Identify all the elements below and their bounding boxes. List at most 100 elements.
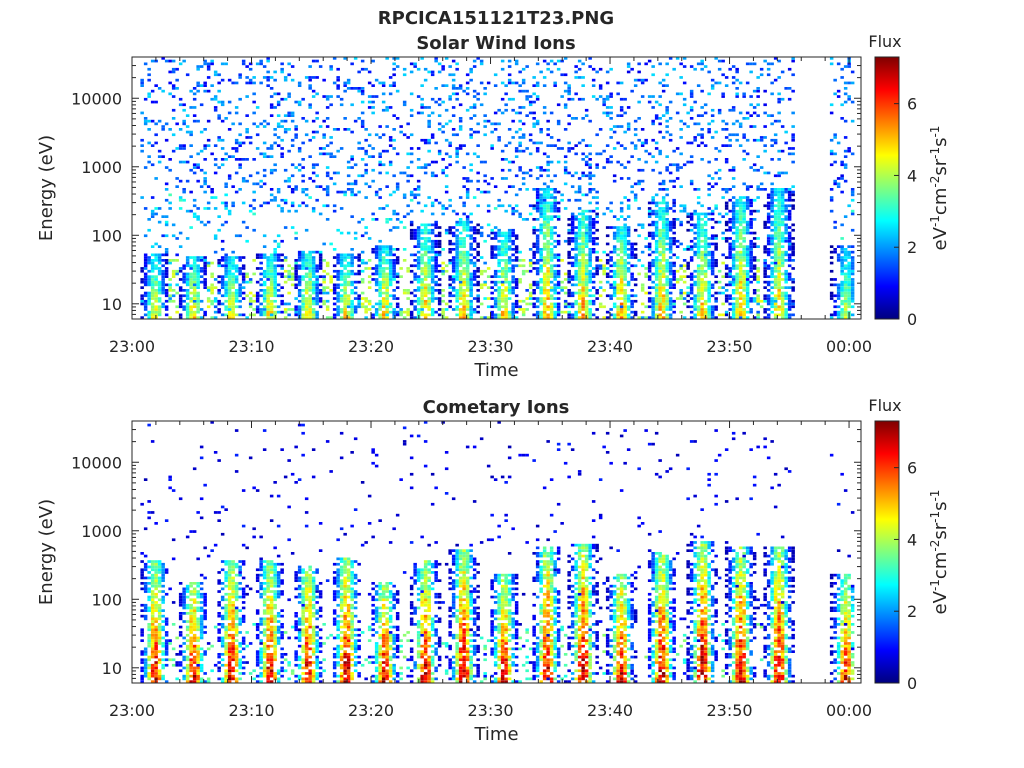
heatmap-cell <box>171 299 176 303</box>
heatmap-cell <box>213 97 218 101</box>
heatmap-cell <box>206 65 211 68</box>
heatmap-cell <box>546 144 550 147</box>
heatmap-cell <box>353 182 358 186</box>
heatmap-cell <box>378 283 382 287</box>
heatmap-cell <box>651 223 655 227</box>
heatmap-cell <box>745 228 750 232</box>
heatmap-cell <box>486 234 491 238</box>
heatmap-cell <box>297 147 302 150</box>
heatmap-cell <box>514 283 519 287</box>
heatmap-cell <box>567 291 571 295</box>
heatmap-cell <box>693 275 697 278</box>
heatmap-cell <box>332 182 337 186</box>
heatmap-cell <box>567 280 571 284</box>
heatmap-cell <box>658 305 662 309</box>
heatmap-cell <box>504 103 508 107</box>
heatmap-cell <box>315 299 319 303</box>
heatmap-cell <box>514 155 519 158</box>
heatmap-cell <box>539 209 543 213</box>
heatmap-cell <box>577 253 582 257</box>
heatmap-cell <box>346 297 351 300</box>
heatmap-cell <box>402 103 407 107</box>
heatmap-cell <box>469 128 473 131</box>
heatmap-cell <box>504 239 508 243</box>
heatmap-cell <box>633 196 638 199</box>
heatmap-cell <box>448 65 452 68</box>
heatmap-cell <box>658 259 662 262</box>
heatmap-cell <box>745 264 750 268</box>
heatmap-cell <box>721 291 725 295</box>
heatmap-cell <box>654 117 659 120</box>
heatmap-cell <box>273 305 277 309</box>
heatmap-cell <box>427 228 431 232</box>
heatmap-cell <box>360 250 365 254</box>
heatmap-cell <box>350 193 354 197</box>
heatmap-cell <box>616 289 620 292</box>
heatmap-cell <box>581 171 585 175</box>
heatmap-cell <box>220 103 225 107</box>
heatmap-cell <box>686 220 690 224</box>
heatmap-cell <box>304 291 309 295</box>
heatmap-cell <box>479 269 484 273</box>
heatmap-cell <box>150 261 155 265</box>
heatmap-cell <box>612 313 617 317</box>
heatmap-cell <box>724 122 729 126</box>
heatmap-cell <box>717 291 722 295</box>
heatmap-cell <box>217 310 221 314</box>
heatmap-cell <box>444 190 449 194</box>
heatmap-cell <box>283 130 288 134</box>
heatmap-cell <box>325 174 330 178</box>
heatmap-cell <box>357 141 361 145</box>
heatmap-cell <box>738 259 743 262</box>
heatmap-cell <box>434 174 438 178</box>
heatmap-cell <box>556 218 561 221</box>
heatmap-cell <box>430 313 435 317</box>
heatmap-cell <box>336 128 340 131</box>
heatmap-cell <box>395 185 400 188</box>
heatmap-cell <box>231 310 235 314</box>
heatmap-cell <box>696 267 701 270</box>
heatmap-cell <box>469 310 473 314</box>
heatmap-cell <box>518 278 522 281</box>
heatmap-cell <box>273 133 277 137</box>
heatmap-cell <box>644 138 648 142</box>
heatmap-cell <box>353 297 358 300</box>
heatmap-cell <box>714 259 718 262</box>
heatmap-cell <box>745 289 750 292</box>
heatmap-cell <box>469 248 473 251</box>
heatmap-cell <box>164 272 169 276</box>
heatmap-cell <box>567 278 571 281</box>
heatmap-cell <box>409 228 414 232</box>
heatmap-cell <box>441 289 445 292</box>
heatmap-cell <box>164 267 169 270</box>
heatmap-cell <box>497 275 501 278</box>
heatmap-cell <box>350 130 354 134</box>
heatmap-cell <box>619 201 624 205</box>
heatmap-cell <box>686 267 690 270</box>
heatmap-cell <box>476 228 480 232</box>
heatmap-cell <box>364 231 368 235</box>
heatmap-cell <box>227 299 232 303</box>
heatmap-cell <box>311 136 316 139</box>
heatmap-cell <box>385 280 389 284</box>
heatmap-cell <box>735 70 739 74</box>
heatmap-cell <box>511 253 515 257</box>
heatmap-cell <box>738 280 743 284</box>
heatmap-cell <box>672 261 676 265</box>
heatmap-cell <box>619 106 624 109</box>
heatmap-cell <box>535 188 540 191</box>
heatmap-cell <box>189 226 193 229</box>
heatmap-cell <box>570 231 575 235</box>
heatmap-cell <box>381 269 386 273</box>
heatmap-cell <box>185 283 190 287</box>
heatmap-cell <box>546 119 550 123</box>
heatmap-cell <box>458 144 463 147</box>
heatmap-cell <box>647 286 652 289</box>
heatmap-cell <box>154 264 158 268</box>
heatmap-cell <box>619 313 624 317</box>
heatmap-cell <box>612 250 617 254</box>
heatmap-cell <box>654 147 659 150</box>
heatmap-cell <box>269 168 274 172</box>
heatmap-cell <box>647 291 652 295</box>
heatmap-cell <box>745 297 750 300</box>
